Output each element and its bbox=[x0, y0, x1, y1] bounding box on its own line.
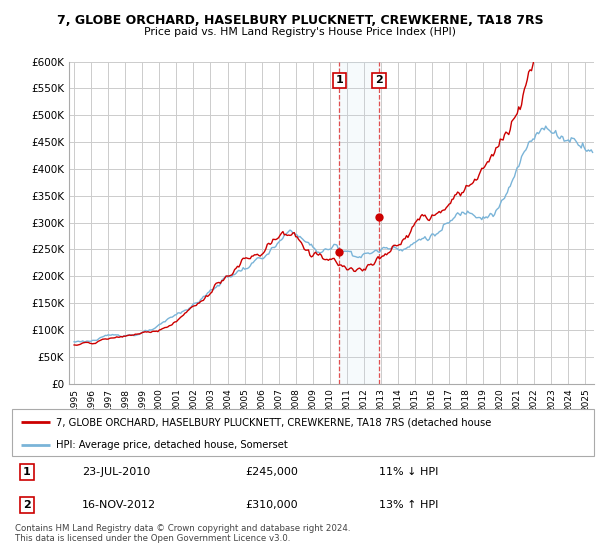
Text: 7, GLOBE ORCHARD, HASELBURY PLUCKNETT, CREWKERNE, TA18 7RS (detached house: 7, GLOBE ORCHARD, HASELBURY PLUCKNETT, C… bbox=[56, 417, 491, 427]
Text: 2: 2 bbox=[23, 500, 31, 510]
Text: 16-NOV-2012: 16-NOV-2012 bbox=[82, 500, 156, 510]
Bar bbox=[339, 62, 379, 384]
Text: Price paid vs. HM Land Registry's House Price Index (HPI): Price paid vs. HM Land Registry's House … bbox=[144, 27, 456, 37]
Text: 1: 1 bbox=[23, 467, 31, 477]
Text: Contains HM Land Registry data © Crown copyright and database right 2024.
This d: Contains HM Land Registry data © Crown c… bbox=[15, 524, 350, 543]
Text: £310,000: £310,000 bbox=[245, 500, 298, 510]
FancyBboxPatch shape bbox=[12, 409, 594, 456]
Text: 11% ↓ HPI: 11% ↓ HPI bbox=[379, 467, 438, 477]
Text: 23-JUL-2010: 23-JUL-2010 bbox=[82, 467, 150, 477]
Text: 1: 1 bbox=[335, 76, 343, 85]
Text: HPI: Average price, detached house, Somerset: HPI: Average price, detached house, Some… bbox=[56, 440, 287, 450]
Text: 13% ↑ HPI: 13% ↑ HPI bbox=[379, 500, 438, 510]
Text: £245,000: £245,000 bbox=[245, 467, 298, 477]
Text: 7, GLOBE ORCHARD, HASELBURY PLUCKNETT, CREWKERNE, TA18 7RS: 7, GLOBE ORCHARD, HASELBURY PLUCKNETT, C… bbox=[56, 14, 544, 27]
Text: 2: 2 bbox=[375, 76, 383, 85]
